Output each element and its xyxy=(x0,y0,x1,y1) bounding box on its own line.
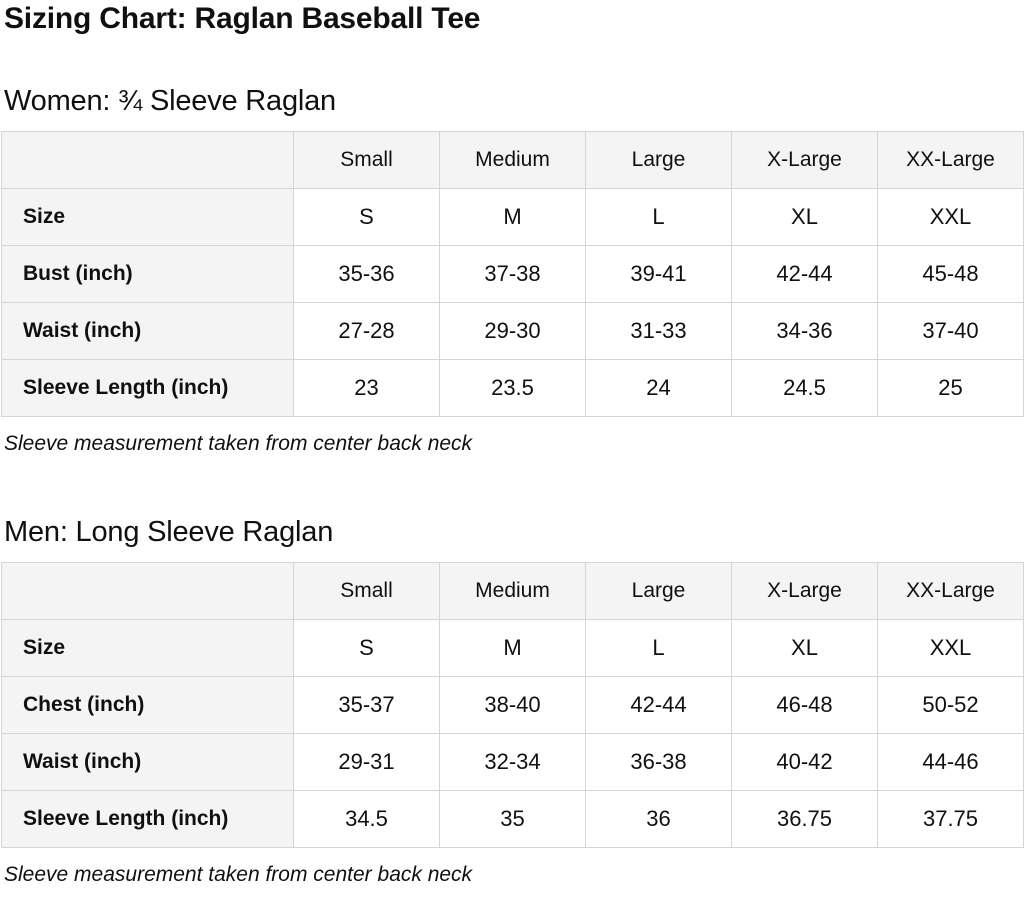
size-column-header-row: Small Medium Large X-Large XX-Large xyxy=(1,562,1024,620)
measurement-value-cell: 31-33 xyxy=(585,302,732,360)
page-title: Sizing Chart: Raglan Baseball Tee xyxy=(4,2,481,35)
size-column-header: Large xyxy=(585,131,732,189)
measurement-value-cell: 46-48 xyxy=(731,676,878,734)
measurement-value-cell: 38-40 xyxy=(439,676,586,734)
measurement-value-cell: 24 xyxy=(585,359,732,417)
corner-cell xyxy=(1,562,294,620)
measurement-value-cell: 29-31 xyxy=(293,733,440,791)
women-table-body: Size S M L XL XXL Bust (inch) 35-36 37-38 39-41 42… xyxy=(1,188,1024,417)
measurement-value-cell: L xyxy=(585,619,732,677)
measurement-row-label: Chest (inch) xyxy=(1,676,294,734)
size-column-header: Medium xyxy=(439,562,586,620)
size-column-header: Large xyxy=(585,562,732,620)
measurement-value-cell: S xyxy=(293,619,440,677)
measurement-value-cell: 23 xyxy=(293,359,440,417)
measurement-value-cell: 25 xyxy=(877,359,1024,417)
measurement-value-cell: 36.75 xyxy=(731,790,878,848)
measurement-value-cell: 35-37 xyxy=(293,676,440,734)
measurement-value-cell: XXL xyxy=(877,188,1024,246)
measurement-value-cell: 42-44 xyxy=(731,245,878,303)
measurement-value-cell: 23.5 xyxy=(439,359,586,417)
measurement-row: Sleeve Length (inch) 34.5 35 36 36.75 37.75 xyxy=(1,790,1024,848)
measurement-value-cell: 44-46 xyxy=(877,733,1024,791)
size-column-header: XX-Large xyxy=(877,562,1024,620)
measurement-row-label: Bust (inch) xyxy=(1,245,294,303)
measurement-value-cell: 35 xyxy=(439,790,586,848)
measurement-value-cell: 36 xyxy=(585,790,732,848)
women-section-title: Women: ¾ Sleeve Raglan xyxy=(4,85,336,117)
men-table-body: Size S M L XL XXL Chest (inch) 35-37 38-40 42-44 4… xyxy=(1,619,1024,848)
measurement-value-cell: 24.5 xyxy=(731,359,878,417)
women-table-header: Small Medium Large X-Large XX-Large xyxy=(1,131,1024,189)
measurement-row: Waist (inch) 29-31 32-34 36-38 40-42 44-46 xyxy=(1,733,1024,791)
size-column-header-row: Small Medium Large X-Large XX-Large xyxy=(1,131,1024,189)
measurement-value-cell: M xyxy=(439,619,586,677)
measurement-value-cell: XL xyxy=(731,188,878,246)
measurement-row-label: Sleeve Length (inch) xyxy=(1,359,294,417)
measurement-row: Sleeve Length (inch) 23 23.5 24 24.5 25 xyxy=(1,359,1024,417)
measurement-row-label: Sleeve Length (inch) xyxy=(1,790,294,848)
measurement-row: Waist (inch) 27-28 29-30 31-33 34-36 37-40 xyxy=(1,302,1024,360)
size-column-header: Medium xyxy=(439,131,586,189)
women-size-table: Small Medium Large X-Large XX-Large Size S M L X… xyxy=(1,131,1024,417)
corner-cell xyxy=(1,131,294,189)
measurement-row: Size S M L XL XXL xyxy=(1,188,1024,246)
measurement-value-cell: 29-30 xyxy=(439,302,586,360)
measurement-row-label: Waist (inch) xyxy=(1,733,294,791)
measurement-value-cell: 37.75 xyxy=(877,790,1024,848)
measurement-value-cell: M xyxy=(439,188,586,246)
measurement-row: Chest (inch) 35-37 38-40 42-44 46-48 50-52 xyxy=(1,676,1024,734)
men-sleeve-footnote: Sleeve measurement taken from center bac… xyxy=(4,863,473,886)
size-column-header: Small xyxy=(293,562,440,620)
measurement-value-cell: XXL xyxy=(877,619,1024,677)
measurement-row: Size S M L XL XXL xyxy=(1,619,1024,677)
measurement-value-cell: 45-48 xyxy=(877,245,1024,303)
men-section-title: Men: Long Sleeve Raglan xyxy=(4,516,334,548)
women-sleeve-footnote: Sleeve measurement taken from center bac… xyxy=(4,432,473,455)
measurement-value-cell: 34.5 xyxy=(293,790,440,848)
measurement-value-cell: 50-52 xyxy=(877,676,1024,734)
women-sizing-section: Women: ¾ Sleeve Raglan Small Medium Large X… xyxy=(0,84,1024,456)
measurement-value-cell: 35-36 xyxy=(293,245,440,303)
measurement-value-cell: 32-34 xyxy=(439,733,586,791)
men-table-header: Small Medium Large X-Large XX-Large xyxy=(1,562,1024,620)
size-column-header: Small xyxy=(293,131,440,189)
measurement-row-label: Waist (inch) xyxy=(1,302,294,360)
measurement-value-cell: 36-38 xyxy=(585,733,732,791)
measurement-value-cell: L xyxy=(585,188,732,246)
size-column-header: X-Large xyxy=(731,562,878,620)
measurement-value-cell: XL xyxy=(731,619,878,677)
measurement-value-cell: 39-41 xyxy=(585,245,732,303)
size-column-header: X-Large xyxy=(731,131,878,189)
measurement-value-cell: 40-42 xyxy=(731,733,878,791)
measurement-value-cell: 34-36 xyxy=(731,302,878,360)
measurement-row: Bust (inch) 35-36 37-38 39-41 42-44 45-48 xyxy=(1,245,1024,303)
measurement-value-cell: S xyxy=(293,188,440,246)
measurement-value-cell: 37-40 xyxy=(877,302,1024,360)
measurement-value-cell: 27-28 xyxy=(293,302,440,360)
measurement-value-cell: 42-44 xyxy=(585,676,732,734)
measurement-row-label: Size xyxy=(1,619,294,677)
size-column-header: XX-Large xyxy=(877,131,1024,189)
men-sizing-section: Men: Long Sleeve Raglan Small Medium Large… xyxy=(0,515,1024,887)
measurement-row-label: Size xyxy=(1,188,294,246)
measurement-value-cell: 37-38 xyxy=(439,245,586,303)
men-size-table: Small Medium Large X-Large XX-Large Size S M L X… xyxy=(1,562,1024,848)
